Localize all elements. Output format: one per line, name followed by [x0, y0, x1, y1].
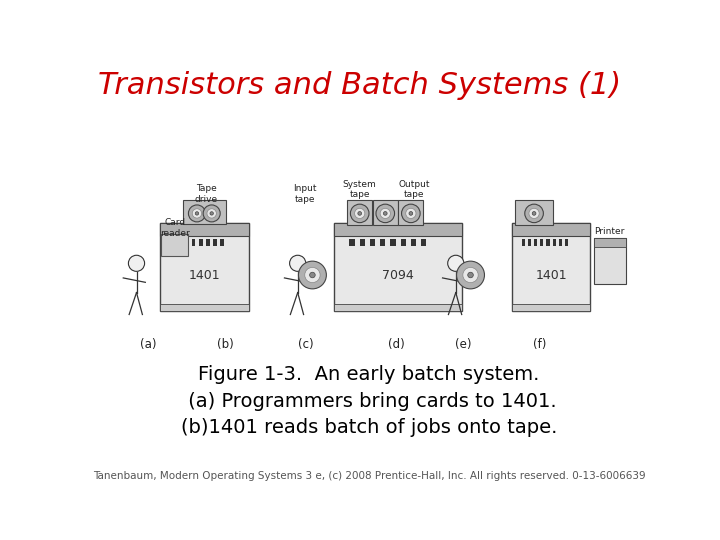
Circle shape	[189, 205, 205, 222]
Bar	[185, 239, 188, 246]
Text: (a): (a)	[140, 338, 156, 351]
Text: 1401: 1401	[535, 269, 567, 282]
Text: (d): (d)	[388, 338, 405, 351]
Text: Output
tape: Output tape	[398, 180, 430, 199]
Bar	[421, 239, 426, 246]
Bar	[398, 200, 423, 225]
Circle shape	[354, 208, 365, 219]
Bar	[380, 239, 385, 246]
Text: Tanenbaum, Modern Operating Systems 3 e, (c) 2008 Prentice-Hall, Inc. All rights: Tanenbaum, Modern Operating Systems 3 e,…	[93, 471, 645, 481]
Text: 1401: 1401	[189, 269, 220, 282]
Bar	[199, 239, 202, 246]
Circle shape	[406, 208, 416, 219]
Circle shape	[195, 212, 199, 215]
Bar	[534, 239, 537, 246]
Bar	[515, 200, 554, 225]
Circle shape	[384, 212, 387, 215]
Circle shape	[192, 209, 202, 218]
Bar	[528, 239, 531, 246]
Bar	[360, 239, 365, 246]
Text: 7094: 7094	[382, 269, 414, 282]
Bar	[334, 222, 462, 311]
Bar	[160, 222, 249, 311]
Circle shape	[351, 204, 369, 222]
Text: Tape
drive: Tape drive	[194, 185, 218, 204]
Bar	[546, 239, 549, 246]
Bar	[559, 239, 562, 246]
Bar	[160, 222, 249, 236]
Text: (f): (f)	[533, 338, 546, 351]
Circle shape	[207, 209, 217, 218]
Circle shape	[409, 212, 413, 215]
Bar	[334, 304, 462, 311]
Circle shape	[376, 204, 395, 222]
Bar	[183, 200, 225, 224]
Bar	[220, 239, 224, 246]
Bar	[553, 239, 556, 246]
Circle shape	[210, 212, 213, 215]
Circle shape	[289, 255, 306, 272]
Bar	[161, 234, 189, 256]
Circle shape	[128, 255, 145, 272]
Bar	[565, 239, 568, 246]
Bar	[347, 200, 372, 225]
Bar	[171, 239, 174, 246]
Bar	[349, 239, 354, 246]
Bar	[192, 239, 195, 246]
Circle shape	[468, 272, 473, 278]
Text: Figure 1-3.  An early batch system.
 (a) Programmers bring cards to 1401.
(b)140: Figure 1-3. An early batch system. (a) P…	[181, 365, 557, 437]
Circle shape	[525, 204, 544, 222]
Bar	[370, 239, 375, 246]
Circle shape	[529, 208, 539, 219]
Bar	[213, 239, 217, 246]
Bar	[334, 222, 462, 236]
Circle shape	[380, 208, 390, 219]
Bar	[513, 222, 590, 311]
Circle shape	[402, 204, 420, 222]
Circle shape	[463, 267, 478, 282]
Text: (c): (c)	[297, 338, 313, 351]
Circle shape	[305, 267, 320, 282]
Circle shape	[299, 261, 326, 289]
Bar	[178, 239, 181, 246]
Text: Input
tape: Input tape	[293, 185, 316, 204]
Bar	[206, 239, 210, 246]
Bar	[513, 222, 590, 236]
Circle shape	[532, 212, 536, 215]
Circle shape	[456, 261, 485, 289]
Bar	[400, 239, 406, 246]
Text: Printer: Printer	[594, 227, 624, 237]
Bar	[594, 238, 626, 284]
Bar	[522, 239, 525, 246]
Bar	[594, 238, 626, 247]
Circle shape	[203, 205, 220, 222]
Text: Card
reader: Card reader	[161, 218, 190, 238]
Circle shape	[448, 255, 464, 272]
Circle shape	[358, 212, 361, 215]
Text: Transistors and Batch Systems (1): Transistors and Batch Systems (1)	[98, 71, 621, 100]
Bar	[390, 239, 395, 246]
Bar	[513, 304, 590, 311]
Circle shape	[310, 272, 315, 278]
Bar	[373, 200, 397, 225]
Text: (e): (e)	[454, 338, 471, 351]
Text: (b): (b)	[217, 338, 234, 351]
Text: System
tape: System tape	[343, 180, 377, 199]
Bar	[411, 239, 416, 246]
Bar	[540, 239, 544, 246]
Bar	[160, 304, 249, 311]
